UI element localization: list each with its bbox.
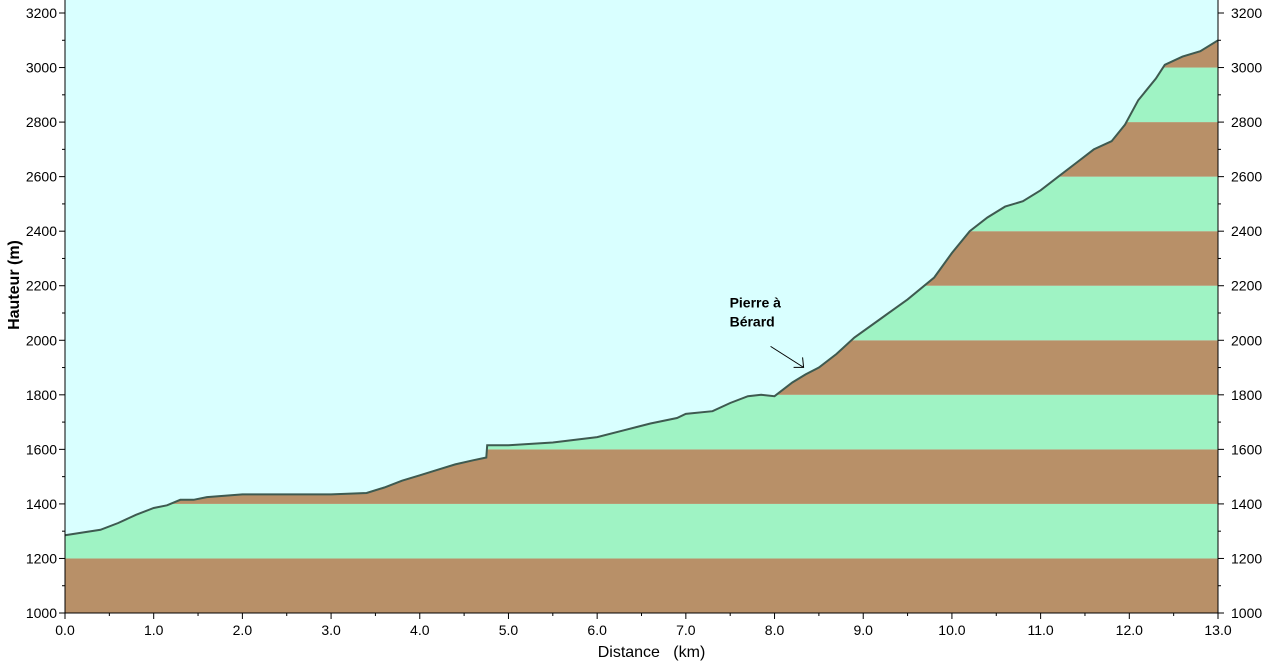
x-tick-label: 6.0 <box>587 622 607 638</box>
y-tick-label-left: 1800 <box>26 387 57 403</box>
y-tick-label-right: 2600 <box>1231 169 1262 185</box>
annotation-arrowhead <box>793 357 805 368</box>
y-tick-label-right: 1400 <box>1231 496 1262 512</box>
x-tick-label: 0.0 <box>55 622 75 638</box>
y-tick-label-left: 3000 <box>26 60 57 76</box>
y-axis-title: Hauteur (m) <box>6 240 23 330</box>
x-tick-label: 1.0 <box>144 622 164 638</box>
elevation-profile-line <box>64 39 1219 537</box>
x-tick-label: 7.0 <box>676 622 696 638</box>
x-tick-label: 12.0 <box>1116 622 1143 638</box>
y-tick-label-left: 2600 <box>26 169 57 185</box>
y-tick-label-left: 1600 <box>26 441 57 457</box>
y-tick-label-right: 2200 <box>1231 278 1262 294</box>
y-tick-label-right: 1200 <box>1231 550 1262 566</box>
y-tick-label-right: 3000 <box>1231 60 1262 76</box>
x-tick-label: 8.0 <box>765 622 785 638</box>
y-tick-label-left: 1000 <box>26 605 57 621</box>
y-tick-label-left: 2400 <box>26 223 57 239</box>
y-tick-label-right: 2000 <box>1231 332 1262 348</box>
y-tick-label-left: 2000 <box>26 332 57 348</box>
y-tick-label-left: 3200 <box>26 5 57 21</box>
elevation-band-1200 <box>65 503 1218 559</box>
annotation-text-line2: Bérard <box>730 313 775 329</box>
x-axis-title: Distance (km) <box>598 644 706 661</box>
x-tick-label: 13.0 <box>1204 622 1231 638</box>
x-tick-label: 3.0 <box>321 622 341 638</box>
y-tick-label-left: 2800 <box>26 114 57 130</box>
x-tick-label: 4.0 <box>410 622 430 638</box>
y-tick-label-right: 2400 <box>1231 223 1262 239</box>
x-tick-label: 2.0 <box>233 622 253 638</box>
y-tick-label-right: 1600 <box>1231 441 1262 457</box>
x-tick-label: 10.0 <box>938 622 965 638</box>
axes: 0.0 1.0 2.0 3.0 4.0 5.0 6.0 7.0 8.0 9.0 10.0 11.0 12… <box>26 0 1262 638</box>
annotation-pierre-a-berard: Pierre à Bérard <box>730 294 805 368</box>
y-tick-label-left: 1400 <box>26 496 57 512</box>
x-tick-label: 5.0 <box>499 622 519 638</box>
x-tick-label: 9.0 <box>853 622 873 638</box>
annotation-arrow <box>770 345 804 368</box>
y-tick-label-left: 2200 <box>26 278 57 294</box>
y-tick-label-right: 1000 <box>1231 605 1262 621</box>
x-tick-label: 11.0 <box>1028 622 1054 638</box>
y-tick-label-right: 1800 <box>1231 387 1262 403</box>
elevation-band-1000 <box>65 558 1218 613</box>
annotation-text-line1: Pierre à <box>730 294 782 310</box>
y-tick-label-right: 3200 <box>1231 5 1262 21</box>
y-tick-label-left: 1200 <box>26 550 57 566</box>
y-tick-label-right: 2800 <box>1231 114 1262 130</box>
